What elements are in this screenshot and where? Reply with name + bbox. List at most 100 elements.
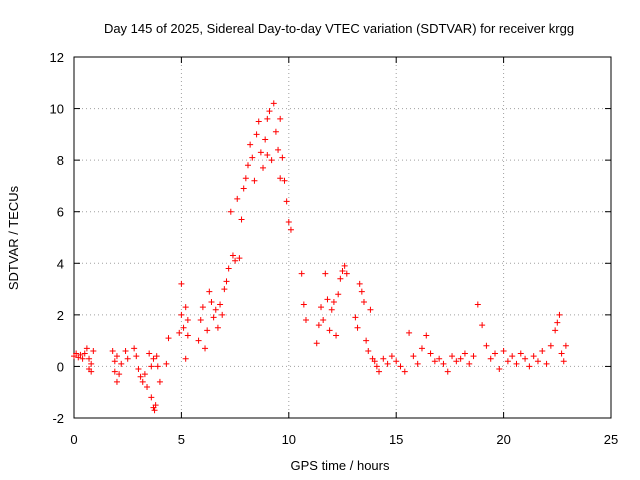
data-point xyxy=(436,355,443,362)
data-point xyxy=(543,360,550,367)
data-point xyxy=(474,301,481,308)
data-point xyxy=(73,350,80,357)
data-point xyxy=(227,208,234,215)
data-point xyxy=(137,373,144,380)
y-tick-label: 0 xyxy=(57,359,64,374)
data-point xyxy=(453,358,460,365)
data-point xyxy=(330,298,337,305)
data-point xyxy=(343,270,350,277)
data-point xyxy=(124,355,131,362)
y-tick-label: 8 xyxy=(57,153,64,168)
data-point xyxy=(116,371,123,378)
data-point xyxy=(195,337,202,344)
data-point xyxy=(449,353,456,360)
data-point xyxy=(356,280,363,287)
data-point xyxy=(492,350,499,357)
data-point xyxy=(277,115,284,122)
data-point xyxy=(414,360,421,367)
data-point xyxy=(318,304,325,311)
data-point xyxy=(513,360,520,367)
data-point xyxy=(178,311,185,318)
y-tick-label: 10 xyxy=(50,102,64,117)
data-point xyxy=(384,360,391,367)
data-point xyxy=(214,324,221,331)
data-point xyxy=(139,378,146,385)
data-point xyxy=(504,358,511,365)
data-point xyxy=(558,350,565,357)
data-point xyxy=(380,355,387,362)
data-point xyxy=(249,154,256,161)
plot-frame xyxy=(73,56,612,419)
data-point xyxy=(328,306,335,313)
data-point xyxy=(427,350,434,357)
data-point xyxy=(270,100,277,107)
data-point xyxy=(86,355,93,362)
data-point xyxy=(77,351,84,358)
data-point xyxy=(283,198,290,205)
data-point xyxy=(133,353,140,360)
data-point xyxy=(496,366,503,373)
data-point xyxy=(238,216,245,223)
x-tick-label: 15 xyxy=(389,432,403,447)
data-point xyxy=(556,311,563,318)
data-point xyxy=(182,355,189,362)
data-point xyxy=(272,128,279,135)
data-point xyxy=(264,115,271,122)
data-point xyxy=(552,327,559,334)
data-point xyxy=(113,353,120,360)
data-points xyxy=(71,100,569,414)
x-tick-label: 20 xyxy=(496,432,510,447)
chart-title: Day 145 of 2025, Sidereal Day-to-day VTE… xyxy=(104,21,574,36)
data-point xyxy=(352,314,359,321)
data-point xyxy=(111,358,118,365)
data-point xyxy=(354,324,361,331)
data-point xyxy=(221,286,228,293)
data-point xyxy=(371,358,378,365)
data-point xyxy=(341,262,348,269)
x-axis-label: GPS time / hours xyxy=(291,458,390,473)
data-point xyxy=(178,280,185,287)
data-point xyxy=(466,360,473,367)
data-point xyxy=(320,317,327,324)
data-point xyxy=(517,350,524,357)
data-point xyxy=(388,353,395,360)
data-point xyxy=(266,108,273,115)
data-point xyxy=(242,175,249,182)
data-point xyxy=(547,342,554,349)
data-point xyxy=(247,141,254,148)
data-point xyxy=(153,353,160,360)
data-point xyxy=(208,298,215,305)
data-point xyxy=(88,368,95,375)
data-point xyxy=(210,314,217,321)
data-point xyxy=(360,298,367,305)
data-point xyxy=(122,347,129,354)
data-point xyxy=(554,319,561,326)
data-point xyxy=(232,257,239,264)
data-point xyxy=(217,301,224,308)
data-point xyxy=(151,407,158,414)
data-point xyxy=(300,301,307,308)
data-point xyxy=(431,358,438,365)
data-point xyxy=(339,268,346,275)
data-point xyxy=(539,347,546,354)
data-point xyxy=(367,306,374,313)
y-tick-label: 6 xyxy=(57,205,64,220)
data-point xyxy=(500,347,507,354)
data-point xyxy=(255,118,262,125)
data-point xyxy=(275,146,282,153)
data-point xyxy=(251,177,258,184)
data-point xyxy=(333,332,340,339)
data-point xyxy=(285,219,292,226)
data-point xyxy=(88,360,95,367)
data-point xyxy=(337,275,344,282)
axis-ticks: 0 5 10 15 20 25 -2 0 2 4 6 8 10 12 xyxy=(50,50,619,447)
data-point xyxy=(131,345,138,352)
x-tick-label: 5 xyxy=(178,432,185,447)
y-tick-label: 2 xyxy=(57,308,64,323)
data-point xyxy=(118,360,125,367)
data-point xyxy=(225,265,232,272)
y-tick-label: -2 xyxy=(52,411,64,426)
data-point xyxy=(298,270,305,277)
data-point xyxy=(163,360,170,367)
data-point xyxy=(197,317,204,324)
